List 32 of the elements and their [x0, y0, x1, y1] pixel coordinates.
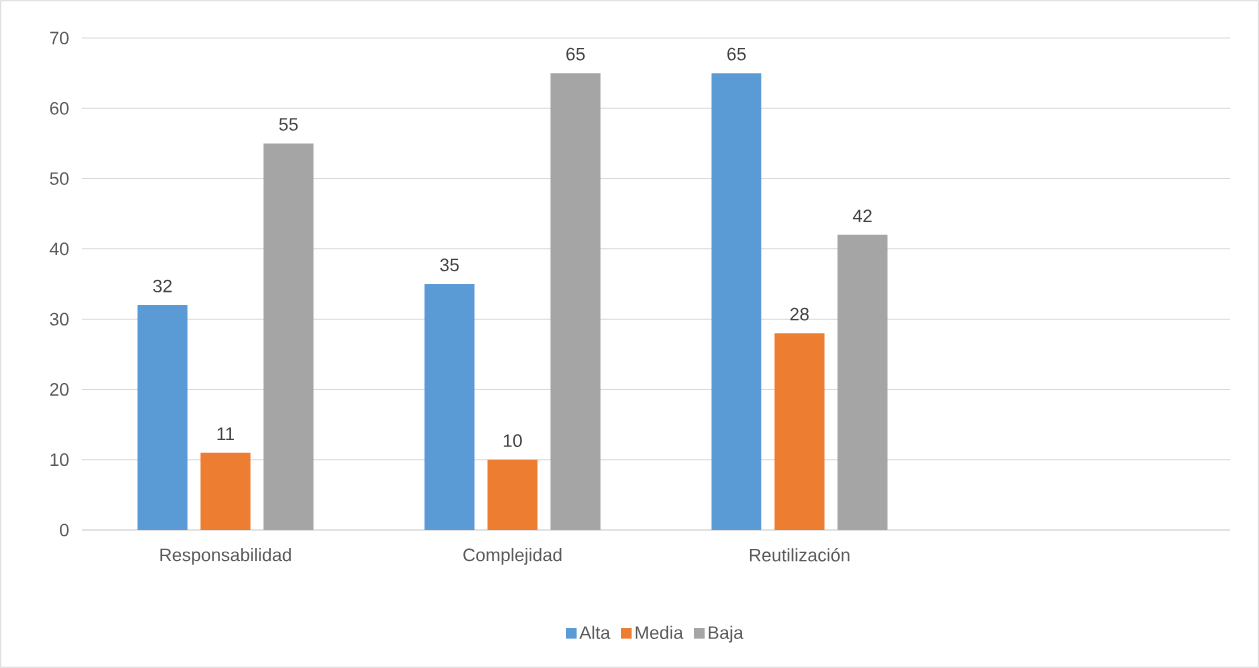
data-label: 42: [852, 209, 872, 223]
bar: [550, 73, 601, 530]
y-tick-label: 50: [49, 172, 69, 185]
bar: [263, 143, 314, 530]
data-label: 11: [217, 427, 234, 440]
y-tick-label: 60: [50, 101, 69, 115]
data-label: 28: [790, 307, 809, 321]
bar: [137, 305, 188, 530]
bar: [487, 459, 538, 530]
data-label: 35: [440, 258, 459, 272]
y-tick-label: 30: [49, 312, 69, 326]
data-label: 65: [727, 47, 746, 61]
x-tick-label: Reutilización: [749, 548, 850, 562]
x-tick-label: Complejidad: [463, 548, 562, 565]
y-tick-label: 0: [59, 523, 69, 537]
bar: [774, 333, 825, 530]
x-tick-label: Responsabilidad: [160, 548, 291, 565]
y-tick-label: 40: [49, 242, 69, 256]
bar: [424, 284, 475, 530]
data-label: 10: [503, 434, 522, 447]
bar: [837, 234, 888, 530]
bar: [711, 73, 762, 530]
y-tick-label: 10: [50, 453, 69, 467]
data-label: 55: [279, 118, 298, 131]
legend-label: Alta: [579, 625, 611, 640]
y-tick-label: 70: [50, 31, 69, 45]
data-label: 32: [153, 279, 172, 293]
legend-label: Media: [635, 625, 684, 640]
y-tick-label: 20: [50, 383, 69, 396]
data-label: 65: [566, 47, 585, 61]
legend-label: Baja: [708, 625, 744, 643]
bar: [200, 452, 251, 530]
